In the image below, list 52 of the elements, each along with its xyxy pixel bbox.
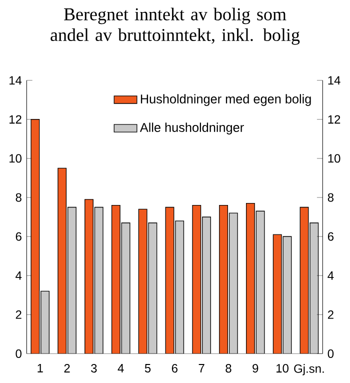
bar: [148, 222, 158, 354]
bar: [300, 206, 309, 354]
x-tick-label: 1: [38, 364, 43, 372]
bar: [30, 119, 40, 354]
chart-title: Beregnet inntekt av bolig som andel av bruttoinntekt, inkl. bolig: [50, 8, 300, 45]
y2-tick-label: 14: [328, 76, 340, 84]
x-tick-label: 2: [64, 364, 70, 372]
y2-tick-label: 12: [328, 115, 340, 124]
y-tick-label: 4: [16, 271, 22, 280]
bar: [121, 222, 130, 354]
bar: [256, 210, 265, 354]
x-tick-label: 5: [144, 364, 151, 372]
legend-label: Husholdninger med egen bolig: [140, 94, 311, 106]
x-tick-label: 10: [276, 364, 288, 373]
bar: [40, 290, 50, 354]
bar: [165, 206, 174, 354]
bar: [138, 208, 148, 354]
y2-tick-label: 6: [328, 232, 334, 241]
bar: [67, 206, 76, 354]
bar: [310, 222, 319, 354]
bar: [58, 168, 67, 354]
y-tick-label: 12: [10, 115, 22, 124]
bar: [175, 220, 184, 354]
x-tick-label: Gj.sn.: [294, 364, 324, 376]
x-tick-label: 7: [198, 364, 204, 372]
bar: [282, 236, 292, 354]
bar: [272, 234, 282, 354]
y-tick-label: 14: [10, 76, 22, 84]
bar: [219, 204, 228, 354]
y2-tick-label: 2: [328, 310, 334, 319]
y-tick-label: 8: [16, 193, 22, 202]
bar: [202, 216, 211, 354]
y-tick-label: 10: [10, 154, 22, 163]
y-tick-label: 0: [16, 349, 22, 358]
bar: [246, 203, 255, 354]
x-tick-label: 3: [91, 364, 97, 373]
x-tick-label: 8: [226, 364, 232, 373]
bar: [192, 204, 202, 354]
y-tick-label: 6: [16, 232, 22, 241]
y2-tick-label: 10: [328, 154, 340, 163]
bar: [228, 212, 238, 354]
x-tick-label: 6: [172, 364, 178, 373]
y2-tick-label: 4: [328, 271, 334, 280]
y-tick-label: 2: [16, 310, 22, 319]
y2-tick-label: 0: [328, 349, 334, 358]
bar: [94, 206, 104, 354]
legend-label: Alle husholdninger: [140, 122, 244, 134]
x-tick-label: 4: [118, 364, 124, 372]
x-tick-label: 9: [252, 364, 258, 373]
bar: [111, 204, 120, 354]
bar: [84, 199, 94, 354]
y2-tick-label: 8: [328, 193, 334, 202]
